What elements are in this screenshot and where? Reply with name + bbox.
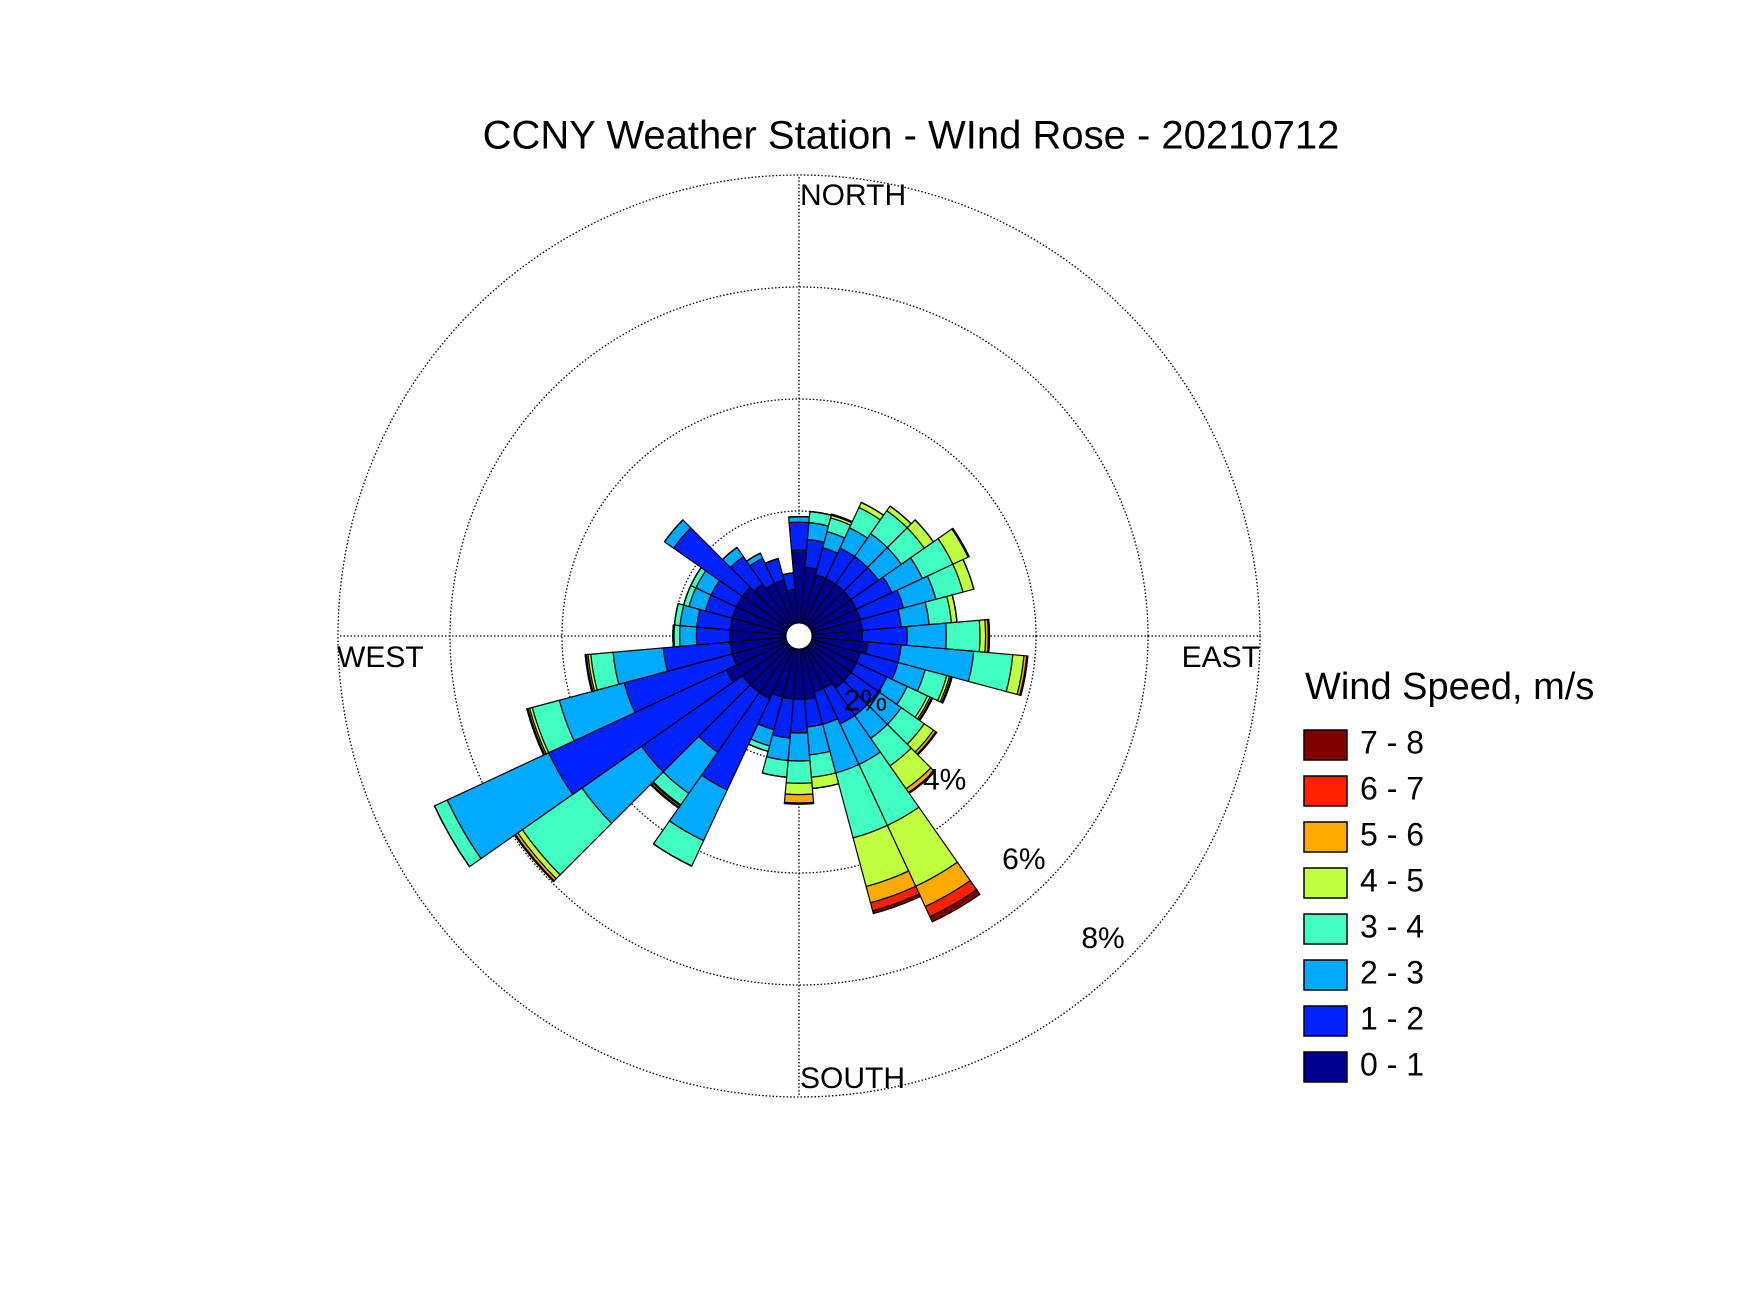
legend-label: 4 - 5 bbox=[1360, 862, 1424, 898]
r-tick-label: 8% bbox=[1081, 922, 1124, 955]
wedge-segment bbox=[784, 802, 814, 805]
east-label: EAST bbox=[1182, 641, 1260, 674]
legend-label: 7 - 8 bbox=[1360, 724, 1424, 760]
wedge-segment bbox=[906, 622, 947, 650]
legend-swatch bbox=[1303, 959, 1348, 991]
wedge-segment bbox=[782, 572, 794, 576]
center-hole bbox=[785, 622, 813, 650]
south-label: SOUTH bbox=[800, 1062, 905, 1095]
legend-swatch bbox=[1303, 729, 1348, 761]
r-tick-label: 2% bbox=[844, 684, 887, 717]
wedge-segment bbox=[722, 546, 738, 560]
wedge-segment bbox=[952, 527, 970, 557]
grid-ring bbox=[449, 286, 1149, 986]
bars bbox=[433, 501, 1029, 923]
west-label: WEST bbox=[337, 641, 424, 674]
wedge-segment bbox=[678, 624, 698, 648]
legend-label: 1 - 2 bbox=[1360, 1000, 1424, 1036]
legend-label: 0 - 1 bbox=[1360, 1046, 1424, 1082]
legend-swatch bbox=[1303, 1005, 1348, 1037]
wedge-segment bbox=[871, 893, 922, 915]
wedge-segment bbox=[787, 515, 811, 524]
legend: 0 - 1 1 - 2 2 - 3 3 - 4 4 - 5 5 - 6 6 - 7 7 - 8 bbox=[1303, 724, 1424, 1083]
wedge-segment bbox=[783, 793, 815, 804]
wedge-segment bbox=[673, 603, 679, 626]
legend-swatch bbox=[1303, 1051, 1348, 1083]
chart-title: CCNY Weather Station - WInd Rose - 20210… bbox=[483, 114, 1340, 158]
legend-swatch bbox=[1303, 821, 1348, 853]
wedge-segment bbox=[945, 619, 981, 653]
legend-label: 5 - 6 bbox=[1360, 816, 1424, 852]
r-tick-label: 4% bbox=[923, 764, 966, 797]
legend-swatch bbox=[1303, 775, 1348, 807]
wedge-segment bbox=[784, 782, 814, 796]
wedge-segment bbox=[673, 624, 681, 648]
grid-ring bbox=[561, 398, 1037, 874]
wedge-segment bbox=[929, 888, 981, 923]
legend-label: 6 - 7 bbox=[1360, 770, 1424, 806]
wedge-segment bbox=[788, 521, 810, 552]
grid-ring bbox=[337, 174, 1261, 1098]
north-label: NORTH bbox=[800, 179, 906, 212]
wedge-segment bbox=[584, 654, 593, 692]
legend-label: 2 - 3 bbox=[1360, 954, 1424, 990]
legend-title: Wind Speed, m/s bbox=[1305, 666, 1594, 708]
wedge-segment bbox=[664, 519, 684, 543]
wedge-segment bbox=[785, 759, 813, 784]
r-tick-label: 6% bbox=[1002, 843, 1045, 876]
legend-swatch bbox=[1303, 913, 1348, 945]
legend-label: 3 - 4 bbox=[1360, 908, 1424, 944]
labels: 2% 4% 6% 8% bbox=[844, 684, 1125, 955]
wedge-segment bbox=[787, 731, 811, 762]
wedge-segment bbox=[942, 676, 953, 704]
legend-swatch bbox=[1303, 867, 1348, 899]
